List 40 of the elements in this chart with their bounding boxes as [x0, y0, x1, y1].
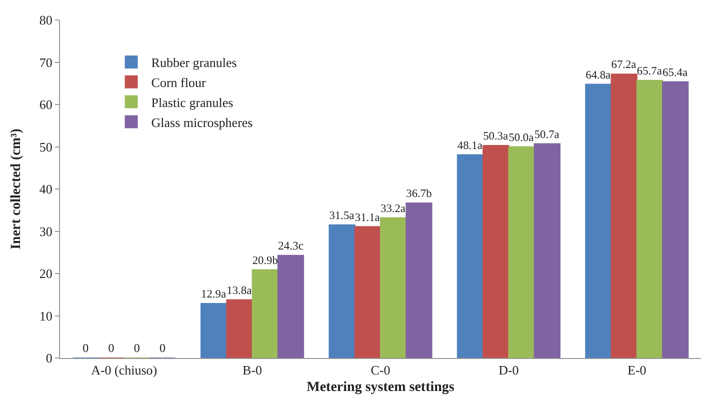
data-label: 0: [134, 341, 140, 355]
data-label: 12.9a: [201, 288, 226, 301]
data-label: 0: [82, 341, 89, 355]
y-tick-label: 30: [39, 224, 52, 239]
y-axis-title: Inert collected (cm³): [9, 128, 24, 250]
x-tick-label: E-0: [628, 362, 646, 378]
legend-label: Glass microspheres: [151, 114, 253, 130]
data-label: 50.3a: [483, 130, 508, 143]
y-tick-label: 50: [39, 139, 52, 154]
data-label: 31.5a: [329, 210, 354, 222]
y-tick-label: 80: [39, 12, 52, 28]
data-label: 20.9b: [252, 254, 278, 267]
y-tick-label: 40: [39, 182, 52, 197]
legend-label: Rubber granules: [151, 55, 237, 70]
data-label: 33.2a: [380, 202, 406, 215]
x-tick-label: D-0: [498, 362, 519, 378]
data-label: 67.2a: [611, 59, 636, 72]
data-label: 50.7a: [534, 128, 560, 141]
y-tick-label: 10: [39, 308, 52, 324]
data-label: 65.7a: [636, 66, 662, 78]
data-label: 36.7b: [406, 188, 432, 200]
y-tick-label: 20: [39, 266, 52, 282]
data-label: 13.8a: [226, 284, 252, 297]
y-tick-label: 70: [39, 54, 52, 70]
x-axis-title: Metering system settings: [306, 380, 455, 395]
legend-label: Plastic granules: [151, 94, 234, 110]
data-label: 31.1a: [354, 212, 380, 224]
y-tick-label: 60: [39, 97, 52, 112]
x-tick-label: B-0: [242, 362, 262, 378]
data-label: 50.0a: [508, 132, 534, 144]
legend-label: Corn flour: [151, 74, 206, 90]
data-label: 0: [108, 341, 114, 355]
x-tick-label: A-0 (chiuso): [91, 362, 158, 378]
data-label: 64.8a: [586, 69, 611, 82]
x-tick-label: C-0: [370, 362, 390, 378]
data-label: 48.1a: [457, 140, 482, 152]
y-tick-label: 0: [46, 350, 52, 366]
data-label: 0: [160, 341, 166, 355]
data-label: 65.4a: [662, 66, 688, 79]
data-label: 24.3c: [278, 239, 304, 252]
